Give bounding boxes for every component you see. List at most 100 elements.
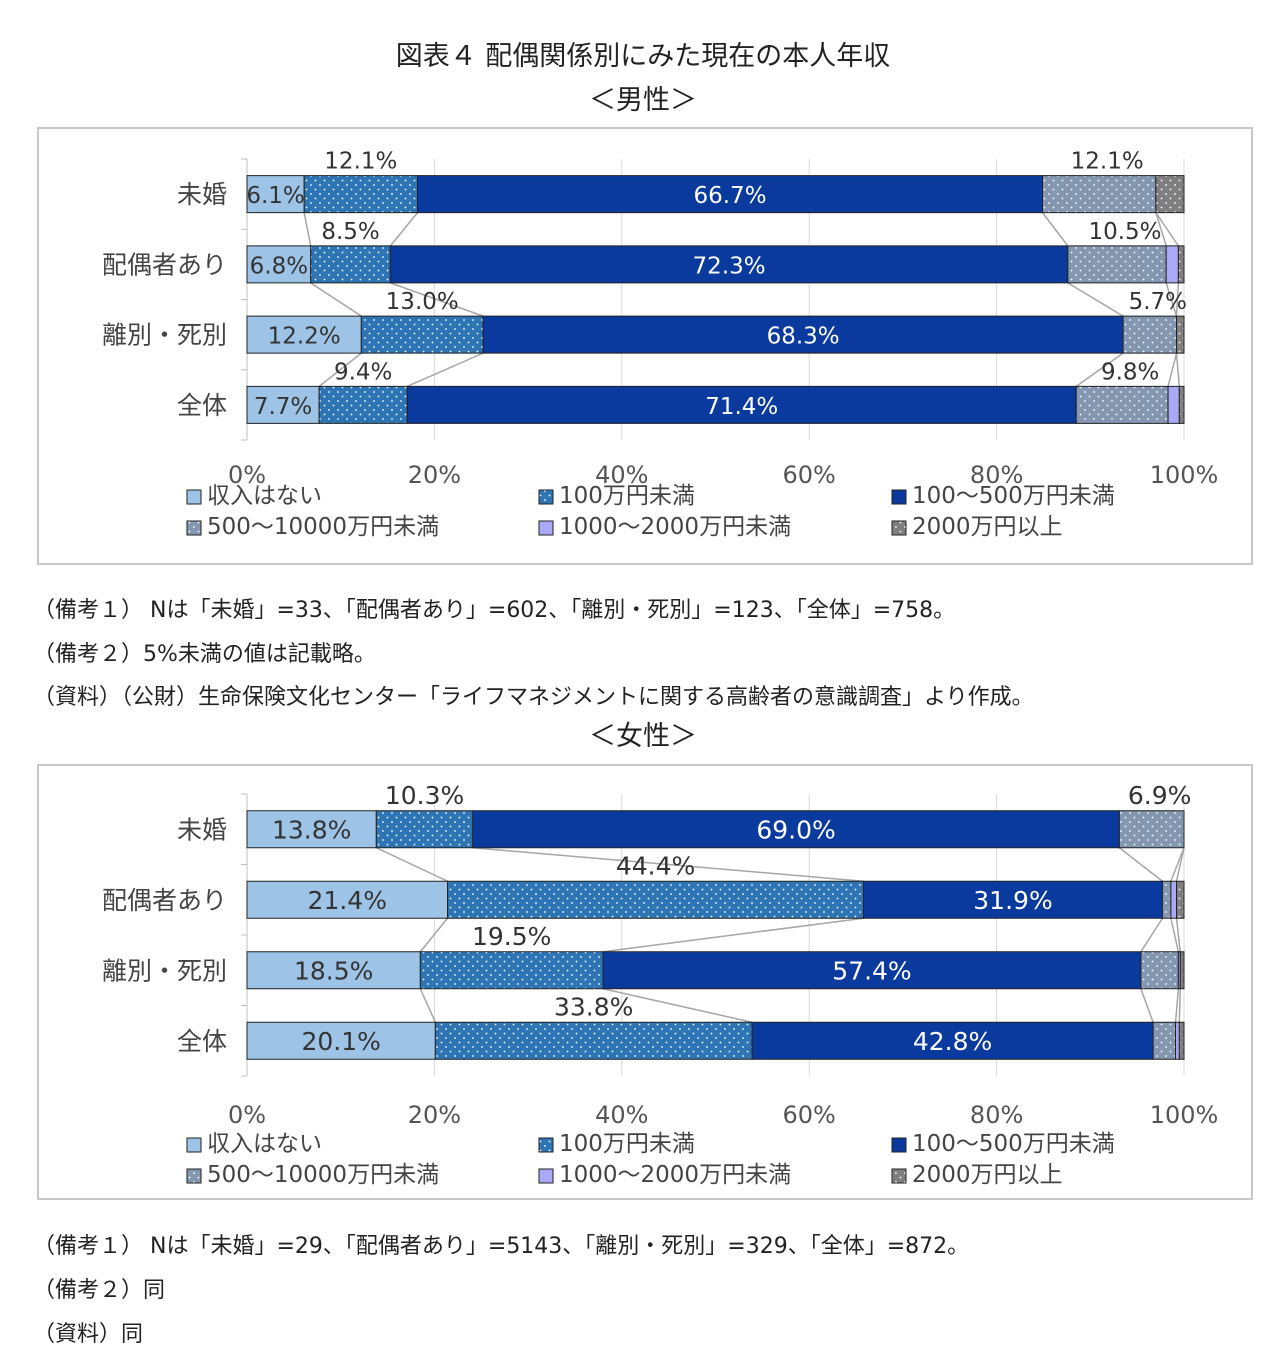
- legend-swatch-100-500: [891, 1137, 907, 1153]
- bar-100-500: [863, 880, 1163, 919]
- data-label: 12.2%: [268, 324, 341, 350]
- data-label: 12.1%: [1071, 149, 1144, 175]
- legend-label: 収入はない: [207, 1131, 322, 1157]
- data-label: 72.3%: [693, 253, 766, 279]
- category-label: 未婚: [177, 180, 227, 209]
- bar-500-1000: [1122, 315, 1178, 354]
- legend-label: 100万円未満: [559, 483, 695, 509]
- legend-label: 収入はない: [207, 483, 322, 509]
- legend-label: 500～10000万円未満: [207, 1162, 439, 1188]
- data-label: 6.8%: [250, 253, 308, 279]
- bar-500-1000: [1161, 880, 1172, 919]
- bar-over-2000: [1176, 315, 1185, 354]
- series-connector-line: [1175, 918, 1181, 952]
- bar-under-100: [419, 951, 604, 990]
- x-tick-label: 0%: [228, 1101, 266, 1129]
- series-connector-line: [1170, 918, 1180, 952]
- legend-swatch-over-2000: [891, 520, 907, 536]
- data-label: 57.4%: [832, 956, 911, 985]
- legend-swatch-1000-2000: [538, 520, 554, 536]
- category-label: 配偶者あり: [102, 250, 227, 279]
- series-connector-line: [1174, 988, 1180, 1023]
- men-source-note: （資料）（公財）生命保険文化センター「ライフマネジメントに関する高齢者の意識調査…: [33, 685, 1034, 710]
- women-note-1: （備考１） Nは「未婚」=29、「配偶者あり」=5143、「離別・死別」=329…: [33, 1234, 970, 1259]
- x-tick-label: 80%: [970, 461, 1023, 489]
- data-label: 13.8%: [272, 815, 351, 844]
- bar-1000-2000: [1175, 1021, 1180, 1060]
- x-tick-label: 0%: [228, 461, 266, 489]
- bar-100-500: [482, 315, 1124, 354]
- legend-swatch-under-100: [538, 1137, 554, 1153]
- data-label: 6.9%: [1128, 781, 1192, 810]
- series-connector-line: [318, 352, 362, 387]
- series-connector-line: [389, 212, 419, 247]
- data-label: 20.1%: [301, 1027, 380, 1056]
- series-connector-line: [1075, 352, 1124, 387]
- category-label: 全体: [177, 391, 227, 420]
- bar-under-100: [375, 810, 474, 849]
- category-label: 未婚: [177, 815, 227, 844]
- legend-label: 500～10000万円未満: [207, 514, 439, 540]
- bar-over-2000: [1155, 175, 1185, 214]
- bar-500-1000: [1152, 1021, 1177, 1060]
- x-tick-label: 80%: [970, 1101, 1023, 1129]
- legend-label: 100～500万円未満: [912, 1131, 1115, 1157]
- bar-over-2000: [1178, 385, 1185, 424]
- series-connector-line: [419, 917, 449, 953]
- women-chart-title: ＜女性＞: [589, 721, 697, 752]
- x-tick-label: 100%: [1150, 1101, 1219, 1129]
- x-tick-label: 20%: [408, 1101, 461, 1129]
- data-label: 33.8%: [554, 992, 633, 1021]
- bar-under-100: [303, 175, 419, 214]
- data-label: 6.1%: [246, 183, 304, 209]
- data-label: 9.4%: [334, 359, 392, 385]
- bar-over-2000: [1179, 951, 1185, 990]
- bar-under-100: [434, 1021, 753, 1060]
- x-tick-label: 100%: [1150, 461, 1219, 489]
- legend-label: 2000万円以上: [912, 514, 1063, 540]
- series-connector-line: [310, 282, 362, 317]
- x-tick-label: 60%: [783, 1101, 836, 1129]
- bar-100-500: [406, 385, 1077, 424]
- men-note-2: （備考２）5%未満の値は記載略。: [33, 642, 376, 667]
- bar-under-100: [318, 385, 408, 424]
- series-connector-line: [602, 988, 753, 1023]
- bar-1000-2000: [1165, 245, 1179, 284]
- bar-500-1000: [1042, 175, 1157, 214]
- legend-swatch-500-1000: [186, 520, 202, 536]
- data-label: 68.3%: [767, 324, 840, 350]
- series-connector-line: [1041, 212, 1069, 247]
- data-label: 5.7%: [1129, 289, 1187, 315]
- data-label: 18.5%: [294, 956, 373, 985]
- data-label: 21.4%: [308, 886, 387, 915]
- data-label: 66.7%: [693, 183, 766, 209]
- data-label: 44.4%: [616, 851, 695, 880]
- series-connector-line: [1175, 847, 1185, 882]
- men-note-1: （備考１） Nは「未婚」=33、「配偶者あり」=602、「離別・死別」=123、…: [33, 598, 956, 623]
- legend-swatch-no-income: [186, 489, 202, 505]
- series-connector-line: [1155, 212, 1179, 247]
- series-connector-line: [1067, 282, 1124, 317]
- bar-over-2000: [1178, 1021, 1185, 1060]
- data-label: 19.5%: [472, 922, 551, 951]
- figure-title: 図表４ 配偶関係別にみた現在の本人年収: [395, 41, 891, 72]
- women-chart-panel: 未婚 配偶者あり 離別・死別 全体 13.8% 10.3% 69.0% 6.9% 21.4% 44…: [37, 764, 1253, 1200]
- series-connector-line: [406, 352, 484, 388]
- legend-swatch-no-income: [186, 1137, 202, 1153]
- series-connector-line: [1175, 353, 1181, 387]
- series-connector-line: [1140, 917, 1164, 953]
- bar-1000-2000: [1170, 880, 1178, 919]
- women-note-2: （備考２）同: [33, 1278, 166, 1303]
- bar-no-income: [246, 810, 377, 849]
- legend-label: 1000～2000万円未満: [559, 1162, 791, 1188]
- bar-100-500: [751, 1021, 1154, 1060]
- bar-500-1000: [1067, 245, 1167, 284]
- data-label: 31.9%: [973, 886, 1052, 915]
- data-label: 9.8%: [1101, 359, 1159, 385]
- bar-over-2000: [1177, 245, 1185, 284]
- series-connector-line: [1165, 282, 1178, 317]
- series-connector-line: [375, 847, 448, 882]
- data-label: 12.1%: [324, 149, 397, 175]
- bar-over-2000: [1176, 880, 1185, 919]
- x-tick-label: 40%: [595, 461, 648, 489]
